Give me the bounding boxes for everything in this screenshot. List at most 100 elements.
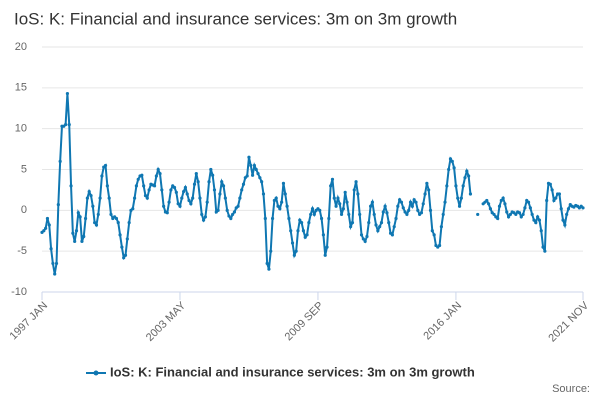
point xyxy=(463,176,467,180)
point xyxy=(162,204,166,208)
point xyxy=(238,196,242,200)
point xyxy=(545,198,549,203)
point xyxy=(452,166,456,170)
point xyxy=(54,261,59,266)
point xyxy=(403,210,407,214)
point xyxy=(100,174,104,178)
point xyxy=(561,218,565,222)
point xyxy=(334,204,338,208)
point xyxy=(45,216,50,221)
point xyxy=(109,212,113,217)
point xyxy=(136,177,140,181)
point xyxy=(543,249,547,253)
point xyxy=(550,188,554,192)
point xyxy=(398,198,402,202)
point xyxy=(154,174,158,178)
point xyxy=(236,204,240,208)
point xyxy=(300,220,304,225)
point xyxy=(152,184,157,188)
point xyxy=(73,239,77,243)
point xyxy=(437,243,442,248)
point xyxy=(301,229,306,233)
point xyxy=(312,212,316,217)
point xyxy=(319,216,324,221)
point xyxy=(307,220,311,225)
point xyxy=(563,223,567,227)
point xyxy=(280,200,284,204)
point xyxy=(376,229,380,233)
point xyxy=(359,233,364,237)
point xyxy=(74,229,79,233)
point xyxy=(120,245,124,249)
point xyxy=(245,174,249,178)
y-tick-label: -10 xyxy=(11,286,27,298)
y-tick-label: 15 xyxy=(15,82,27,94)
point xyxy=(252,163,257,168)
point xyxy=(368,204,373,208)
point xyxy=(89,194,93,198)
point xyxy=(383,204,387,208)
point xyxy=(425,181,429,185)
point xyxy=(58,159,62,163)
point xyxy=(428,208,433,212)
point xyxy=(218,192,222,196)
point xyxy=(247,155,251,159)
point xyxy=(467,174,471,178)
point xyxy=(485,198,489,203)
point xyxy=(296,229,300,233)
point xyxy=(414,200,418,204)
y-tick-label: 0 xyxy=(21,204,27,216)
point xyxy=(132,196,137,200)
point xyxy=(91,204,95,208)
point xyxy=(269,249,273,253)
point xyxy=(318,208,322,212)
point xyxy=(283,192,287,196)
point xyxy=(225,208,229,212)
point xyxy=(223,196,227,200)
point xyxy=(292,253,296,257)
point xyxy=(401,206,405,210)
point xyxy=(450,159,454,163)
point xyxy=(530,212,534,217)
point xyxy=(459,196,463,200)
point xyxy=(94,223,99,227)
point xyxy=(165,211,169,215)
point xyxy=(476,212,480,217)
point xyxy=(412,198,416,202)
point xyxy=(396,204,400,208)
point xyxy=(258,176,262,180)
y-tick-label: 20 xyxy=(15,41,27,53)
point xyxy=(379,220,384,225)
point xyxy=(419,211,424,215)
point xyxy=(497,204,502,208)
point xyxy=(468,192,473,196)
point xyxy=(174,190,178,194)
point xyxy=(356,192,360,196)
point xyxy=(345,200,349,204)
point xyxy=(96,212,100,217)
point xyxy=(71,231,75,235)
point xyxy=(87,189,91,194)
point xyxy=(448,157,453,161)
point xyxy=(557,192,561,196)
legend-marker xyxy=(93,370,99,376)
point xyxy=(125,237,129,241)
point xyxy=(189,202,193,206)
point xyxy=(160,188,164,192)
point xyxy=(118,233,122,237)
point xyxy=(203,215,207,219)
point xyxy=(488,207,493,211)
point xyxy=(505,210,509,214)
source: Source: xyxy=(552,383,590,395)
point xyxy=(191,196,195,200)
point xyxy=(241,182,246,186)
point xyxy=(361,237,365,241)
x-tick-label: 2016 JAN xyxy=(421,300,464,343)
point xyxy=(506,215,511,219)
point xyxy=(172,185,177,190)
point xyxy=(82,234,86,239)
point xyxy=(323,253,327,257)
point xyxy=(517,211,522,215)
point xyxy=(281,181,286,185)
point xyxy=(250,173,255,177)
